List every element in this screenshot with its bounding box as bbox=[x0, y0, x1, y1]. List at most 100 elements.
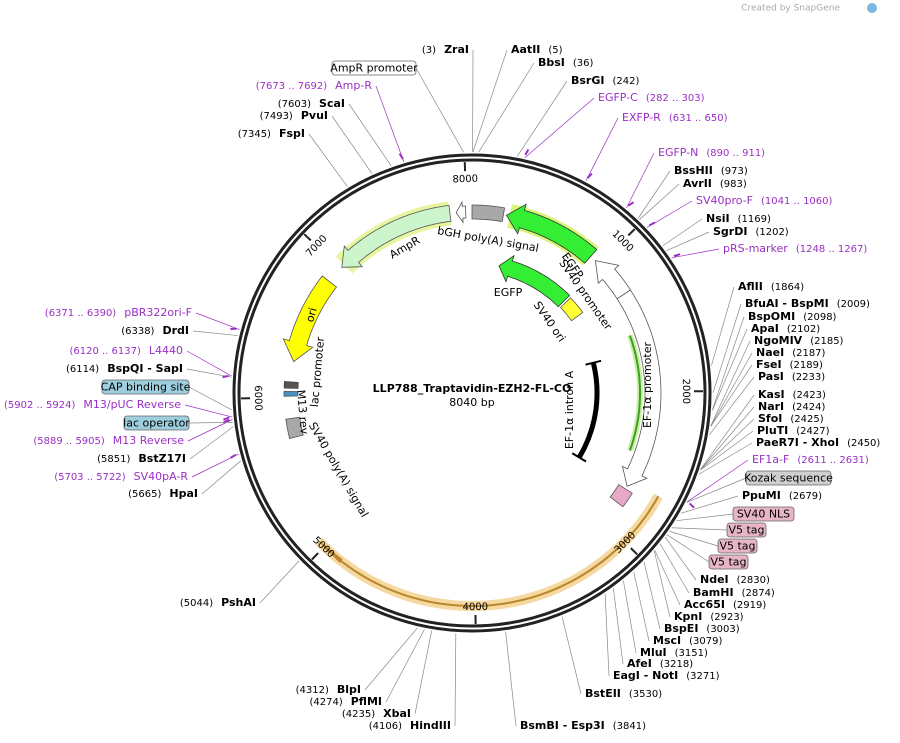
plasmid-name: LLP788_Traptavidin-EZH2-FL-CO bbox=[373, 382, 572, 395]
feature-box bbox=[708, 554, 749, 570]
leader-line bbox=[192, 330, 238, 336]
enzyme-position: (3530) bbox=[629, 689, 662, 700]
enzyme-position: (2102) bbox=[787, 324, 820, 335]
enzyme-position: (2679) bbox=[789, 491, 822, 502]
enzyme-position: (983) bbox=[720, 179, 747, 190]
leader-line bbox=[654, 550, 681, 606]
enzyme-label: KpnI (2923) bbox=[674, 610, 744, 623]
enzyme-position: (2098) bbox=[803, 312, 836, 323]
primer-mark bbox=[673, 253, 681, 258]
feature-box-label: V5 tag bbox=[719, 540, 755, 553]
enzyme-position: (36) bbox=[573, 58, 594, 69]
enzyme-position: (1864) bbox=[771, 282, 804, 293]
enzyme-label: AflII (1864) bbox=[738, 280, 804, 293]
enzyme-name: NarI bbox=[758, 400, 784, 413]
enzyme-label: (5851) BstZ17I bbox=[97, 452, 186, 465]
leader-line bbox=[669, 530, 719, 547]
feature-ampr bbox=[341, 204, 452, 268]
enzyme-position: (5044) bbox=[180, 598, 213, 609]
leader-line bbox=[664, 536, 697, 581]
feature-lac bbox=[283, 381, 299, 389]
primer-name: L4440 bbox=[149, 344, 183, 357]
enzyme-label: (4106) HindIII bbox=[369, 719, 451, 732]
enzyme-position: (242) bbox=[612, 76, 639, 87]
enzyme-position: (7603) bbox=[278, 99, 311, 110]
primer-name: EGFP-N bbox=[658, 146, 698, 159]
enzyme-label: NarI (2424) bbox=[758, 400, 826, 413]
enzyme-position: (5) bbox=[548, 45, 562, 56]
tick-mark bbox=[311, 552, 319, 561]
enzyme-position: (4274) bbox=[309, 697, 342, 708]
enzyme-name: FseI bbox=[756, 358, 782, 371]
leader-line bbox=[478, 62, 535, 153]
enzyme-name: ZraI bbox=[444, 43, 469, 56]
enzyme-name: XbaI bbox=[383, 707, 411, 720]
leader-line bbox=[454, 633, 457, 727]
primer-mark bbox=[223, 418, 230, 424]
leader-line bbox=[700, 418, 755, 471]
primer-mark bbox=[230, 453, 237, 459]
leader-line bbox=[666, 534, 710, 563]
enzyme-position: (2425) bbox=[790, 414, 823, 425]
enzyme-name: PshAI bbox=[221, 596, 256, 609]
leader-line bbox=[604, 593, 610, 677]
enzyme-label: AatII (5) bbox=[511, 43, 563, 56]
enzyme-name: PpuMI bbox=[742, 489, 781, 502]
enzyme-label: KasI (2423) bbox=[758, 388, 826, 401]
enzyme-position: (4235) bbox=[342, 709, 375, 720]
enzyme-name: MluI bbox=[640, 646, 667, 659]
leader-line bbox=[331, 115, 373, 174]
feature-intron-cap bbox=[585, 359, 602, 366]
leader-line bbox=[186, 350, 232, 377]
leader-line bbox=[188, 422, 233, 424]
primer-label: pRS-marker (1248 .. 1267) bbox=[723, 242, 867, 255]
feature-box-label: CAP binding site bbox=[101, 381, 191, 394]
enzyme-name: BfuAI - BspMI bbox=[745, 297, 829, 310]
enzyme-label: (3) ZraI bbox=[422, 43, 469, 56]
feature-label: SV40 poly(A) signal bbox=[306, 420, 371, 520]
leader-line bbox=[385, 629, 425, 703]
enzyme-name: SfoI bbox=[758, 412, 782, 425]
leader-line bbox=[308, 133, 348, 187]
leader-line bbox=[505, 631, 517, 727]
enzyme-name: KasI bbox=[758, 388, 785, 401]
enzyme-label: SfoI (2425) bbox=[758, 412, 824, 425]
enzyme-name: MscI bbox=[653, 634, 681, 647]
leader-line bbox=[637, 170, 671, 219]
enzyme-label: NgoMIV (2185) bbox=[754, 334, 844, 347]
enzyme-label: (5665) HpaI bbox=[128, 487, 198, 500]
feature-box bbox=[123, 415, 190, 431]
enzyme-name: NaeI bbox=[756, 346, 784, 359]
feature-box bbox=[331, 60, 417, 76]
enzyme-position: (5665) bbox=[128, 489, 161, 500]
leader-line bbox=[712, 328, 748, 411]
leader-line bbox=[189, 426, 234, 460]
feature-box-label: SV40 NLS bbox=[737, 508, 790, 521]
tick-mark bbox=[627, 228, 636, 237]
enzyme-label: NsiI (1169) bbox=[706, 212, 771, 225]
enzyme-label: (4235) XbaI bbox=[342, 707, 411, 720]
leader-line bbox=[712, 316, 745, 410]
feature-label: M13 rev bbox=[294, 389, 311, 435]
feature-box-label: V5 tag bbox=[728, 524, 764, 537]
enzyme-label: NdeI (2830) bbox=[700, 573, 770, 586]
enzyme-position: (3) bbox=[422, 45, 436, 56]
leader-line bbox=[676, 513, 734, 522]
leader-line bbox=[195, 312, 240, 330]
enzyme-label: PaeR7I - XhoI (2450) bbox=[756, 436, 880, 449]
leader-line bbox=[375, 85, 405, 162]
enzyme-name: SgrDI bbox=[713, 225, 747, 238]
leader-line bbox=[415, 67, 464, 153]
leader-line bbox=[585, 117, 619, 181]
tick-label: 2000 bbox=[680, 379, 691, 405]
enzyme-label: BbsI (36) bbox=[538, 56, 594, 69]
feature-arc bbox=[323, 495, 660, 608]
feature-box-label: V5 tag bbox=[710, 556, 746, 569]
leader-line bbox=[709, 376, 755, 436]
enzyme-name: HpaI bbox=[169, 487, 198, 500]
primer-mark bbox=[586, 172, 593, 179]
enzyme-name: BlpI bbox=[337, 683, 361, 696]
enzyme-name: NdeI bbox=[700, 573, 729, 586]
leader-line bbox=[524, 97, 595, 159]
leader-line bbox=[700, 430, 754, 471]
